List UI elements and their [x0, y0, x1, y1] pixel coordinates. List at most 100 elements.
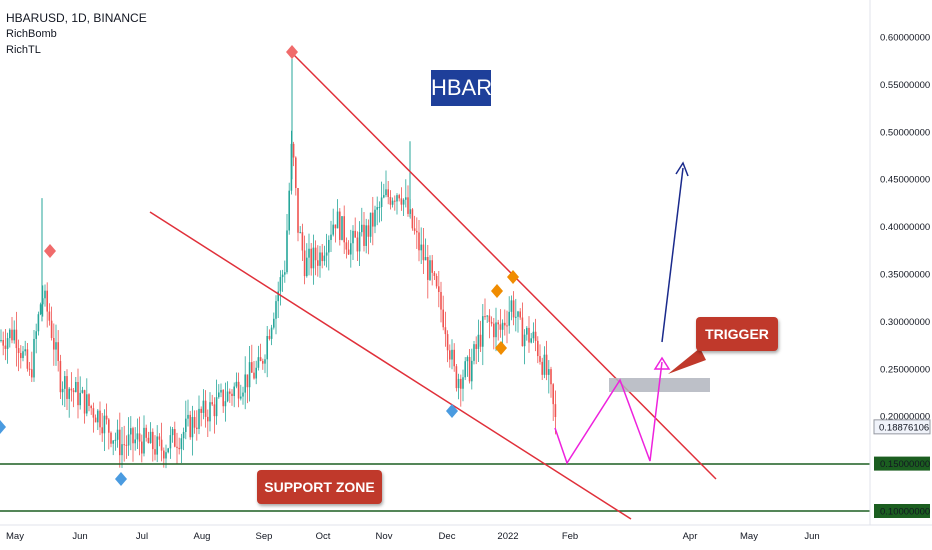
candle-body: [59, 361, 62, 393]
signal-diamond: [446, 404, 458, 418]
candle-body: [310, 248, 312, 269]
candle-body: [123, 444, 125, 446]
candle-body: [94, 417, 97, 423]
candle-body: [154, 449, 156, 455]
candle-body: [229, 391, 231, 394]
candle-body: [526, 327, 528, 335]
candle-body: [475, 344, 477, 349]
candle-body: [215, 397, 218, 417]
candle-body: [112, 440, 114, 444]
support-price-tag: [874, 504, 930, 518]
candle-body: [121, 444, 123, 456]
candlestick-series: [0, 55, 557, 469]
candle-body: [101, 427, 103, 434]
candle-body: [413, 228, 416, 231]
candle-body: [515, 316, 517, 318]
trendlines: [0, 51, 870, 520]
indicator-richtl[interactable]: RichTL: [6, 44, 41, 56]
candle-body: [468, 357, 471, 382]
candle-body: [209, 402, 211, 422]
x-tick-label: Apr: [683, 531, 698, 542]
price-axis[interactable]: 0.60000000 0.55000000 0.50000000 0.45000000…: [873, 33, 931, 519]
candle-body: [207, 416, 209, 422]
candle-body: [389, 197, 392, 205]
candle-body: [440, 291, 442, 310]
candle-body: [321, 252, 323, 262]
candle-body: [352, 230, 354, 244]
signal-diamond: [44, 244, 56, 258]
candle-body: [171, 429, 174, 436]
y-tick-label: 0.20000000: [880, 412, 930, 423]
candle-body: [506, 325, 508, 327]
target-arrowhead: [675, 161, 689, 177]
candle-body: [48, 311, 51, 321]
candle-body: [134, 439, 136, 444]
x-tick-label: Aug: [194, 531, 211, 542]
candle-body: [460, 378, 462, 389]
candle-body: [141, 441, 143, 454]
candle-body: [383, 195, 385, 198]
candle-body: [356, 237, 359, 252]
trigger-callout: TRIGGER: [696, 317, 778, 351]
candle-body: [262, 360, 264, 364]
candle-body: [365, 225, 367, 246]
candle-body: [26, 349, 29, 369]
candle-body: [323, 255, 326, 262]
candle-body: [295, 157, 297, 189]
candle-body: [211, 402, 213, 405]
candle-body: [110, 432, 112, 444]
projection-path: [554, 361, 663, 465]
candle-body: [28, 368, 31, 370]
time-axis[interactable]: May Jun Jul Aug Sep Oct Nov Dec 2022 Feb Apr May Jun: [6, 531, 820, 542]
candle-body: [61, 388, 64, 393]
candle-body: [24, 349, 26, 352]
candle-body: [361, 224, 363, 233]
candle-body: [398, 195, 400, 199]
candle-body: [55, 342, 57, 350]
candle-body: [530, 338, 532, 343]
candle-body: [35, 331, 37, 339]
candle-body: [37, 314, 40, 332]
candle-body: [548, 369, 550, 375]
hbar-title-box: HBAR: [431, 70, 492, 106]
candle-body: [367, 225, 370, 237]
candle-body: [534, 331, 537, 341]
candle-body: [130, 428, 132, 435]
candle-body: [429, 260, 431, 280]
candle-body: [407, 197, 409, 214]
candle-body: [482, 316, 484, 347]
x-tick-label: Oct: [316, 531, 331, 542]
candle-body: [68, 388, 70, 399]
candle-body: [545, 354, 548, 375]
candle-body: [369, 212, 372, 237]
candle-body: [114, 439, 117, 441]
support-zone-callout: SUPPORT ZONE: [257, 470, 382, 504]
candle-body: [86, 394, 88, 414]
candle-body: [0, 340, 2, 342]
candle-body: [308, 248, 310, 258]
candle-body: [400, 198, 403, 205]
candle-body: [336, 211, 339, 229]
candle-body: [99, 410, 101, 428]
symbol-title[interactable]: HBARUSD, 1D, BINANCE: [6, 11, 147, 25]
candle-body: [9, 329, 11, 339]
candle-body: [424, 257, 427, 261]
candle-body: [178, 447, 180, 450]
x-tick-label: 2022: [497, 531, 518, 542]
candle-body: [394, 200, 396, 202]
y-tick-label: 0.60000000: [880, 33, 930, 44]
candle-body: [145, 427, 147, 438]
candle-body: [473, 344, 475, 361]
candle-body: [127, 434, 130, 446]
candle-body: [325, 252, 328, 256]
candle-body: [501, 322, 504, 330]
indicator-richbomb[interactable]: RichBomb: [6, 28, 57, 40]
candle-body: [471, 360, 473, 382]
candle-body: [204, 400, 207, 417]
candle-body: [433, 272, 436, 276]
candle-body: [550, 369, 552, 385]
candle-body: [31, 369, 33, 378]
candle-body: [44, 290, 46, 299]
upper-trendline: [290, 51, 717, 480]
candle-body: [202, 400, 205, 413]
